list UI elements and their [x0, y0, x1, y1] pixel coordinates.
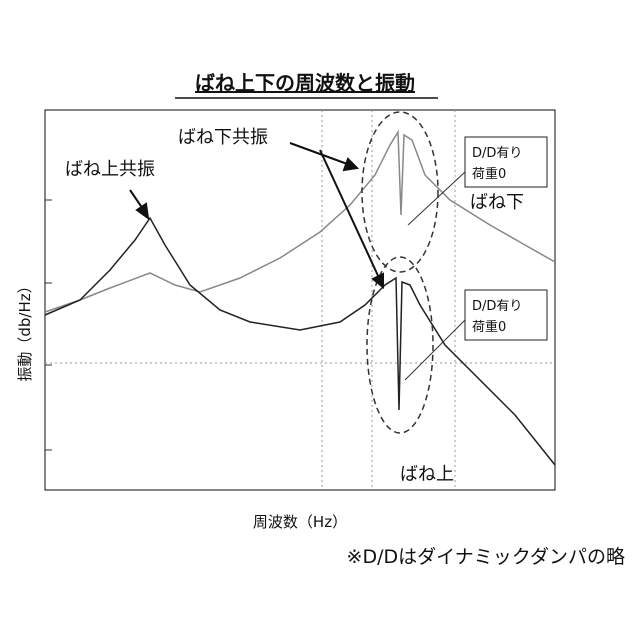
annotation: ばね上共振 [65, 159, 155, 180]
annotation: ばね下 [470, 192, 524, 213]
y-axis-label: 振動（db/Hz） [16, 278, 34, 381]
note-text: D/D有り [472, 299, 522, 314]
x-axis-label: 周波数（Hz） [253, 513, 347, 531]
note-text: D/D有り [472, 146, 522, 161]
title: ばね上下の周波数と振動 [195, 71, 415, 95]
note-text: 荷重0 [472, 166, 506, 182]
page: ばね上下の周波数と振動 ばね上共振 ばね下共振 ばね下 ばね上 D/D有り 荷重… [0, 0, 640, 640]
footnote: ※D/Dはダイナミックダンパの略 [347, 546, 625, 568]
annotation: ばね下共振 [178, 127, 268, 148]
annotation: ばね上 [400, 464, 454, 485]
note-text: 荷重0 [472, 319, 506, 335]
